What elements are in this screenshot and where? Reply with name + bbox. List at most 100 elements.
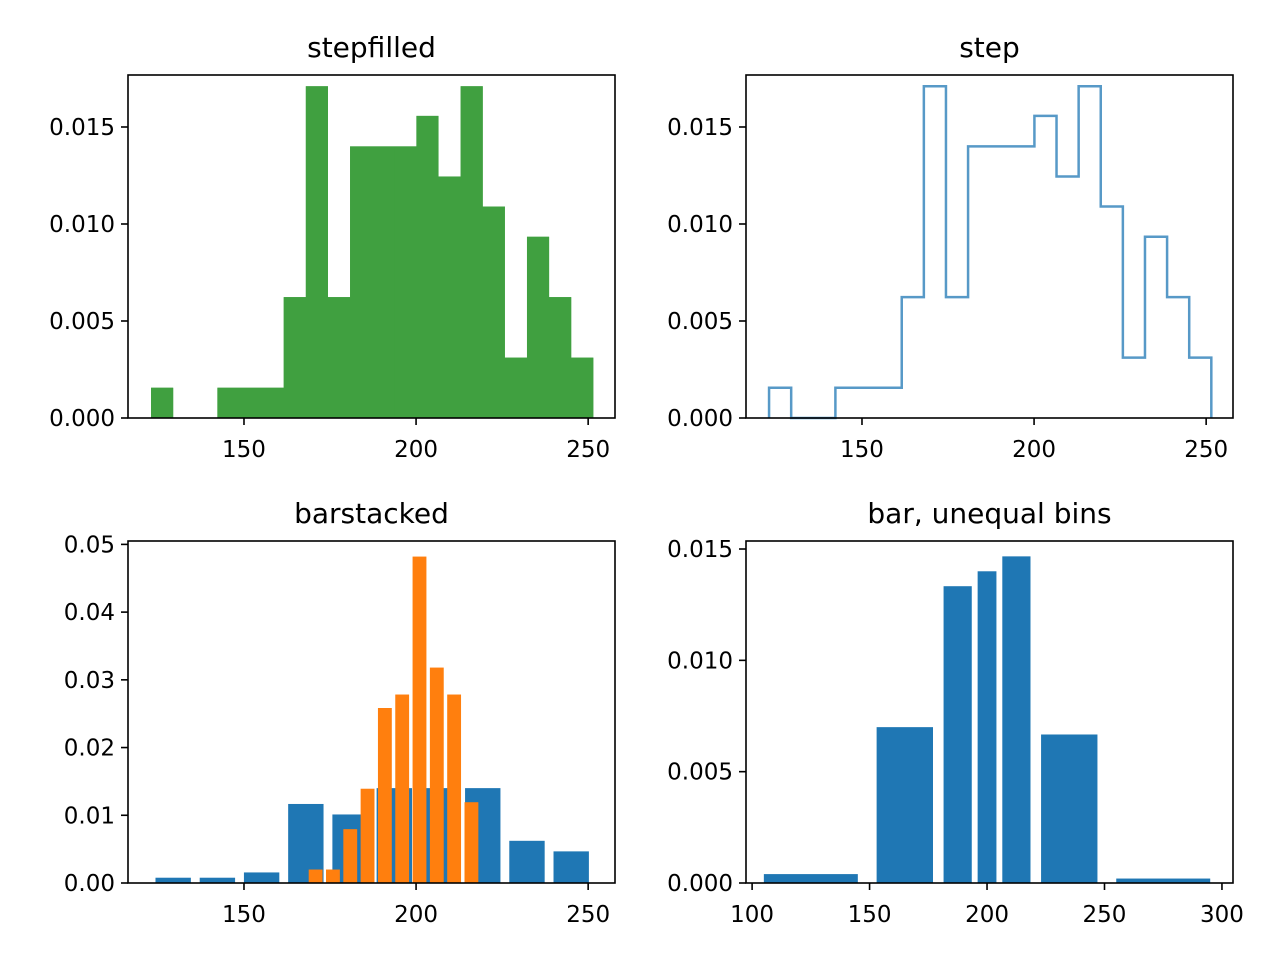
- x-tick-label: 300: [1200, 902, 1244, 928]
- histogram-bin: [1167, 297, 1189, 418]
- x-tick-label: 200: [394, 902, 438, 928]
- subplot-bar: 100 150 200 250 300 0.000 0.005 0.010 0.015 bar, …: [667, 497, 1244, 928]
- y-tick-label: 0.015: [667, 115, 733, 141]
- y-tick-label: 0.03: [64, 668, 115, 694]
- histogram-bin: [1079, 86, 1101, 418]
- histogram-bin: [1189, 358, 1211, 418]
- y-tick-label: 0.01: [64, 803, 115, 829]
- bar: [1002, 556, 1031, 883]
- bar: [876, 727, 934, 883]
- axes-frame: [127, 540, 616, 884]
- y-tick-label: 0.000: [49, 406, 115, 432]
- histogram-bin: [1101, 207, 1123, 418]
- histogram-bin: [968, 146, 990, 418]
- histogram-bin: [1057, 176, 1079, 418]
- y-tick-label: 0.005: [667, 309, 733, 335]
- y-tick-label: 0.000: [667, 406, 733, 432]
- bar-series-1: [464, 802, 479, 883]
- y-tick-label: 0.00: [64, 871, 115, 897]
- subplot-title: step: [959, 31, 1020, 64]
- histogram-bin: [990, 146, 1012, 418]
- bar-series-0: [155, 877, 191, 883]
- histogram-bin: [482, 206, 505, 418]
- bar: [977, 571, 997, 883]
- subplot-title: barstacked: [294, 497, 449, 530]
- bar-series-1: [343, 829, 358, 883]
- axes-frame: [745, 74, 1234, 419]
- x-tick-label: 250: [1083, 902, 1127, 928]
- histogram-bin: [438, 176, 461, 418]
- x-tick-label: 200: [394, 437, 438, 463]
- histogram-bin: [504, 357, 527, 418]
- bar-series-1: [360, 788, 375, 883]
- bar-series-1: [412, 556, 427, 883]
- histogram-bin: [858, 388, 880, 418]
- x-tick-label: 200: [965, 902, 1009, 928]
- x-tick-label: 250: [566, 902, 610, 928]
- y-tick-label: 0.05: [64, 532, 115, 558]
- x-tick-label: 150: [222, 437, 266, 463]
- histogram-bin: [372, 146, 395, 418]
- histogram-bin: [549, 297, 572, 418]
- y-tick-label: 0.010: [667, 212, 733, 238]
- y-tick-label: 0.015: [49, 115, 115, 141]
- subplot-title: stepfilled: [307, 31, 436, 64]
- y-tick-label: 0.010: [49, 212, 115, 238]
- x-tick-label: 200: [1012, 437, 1056, 463]
- axes-frame: [127, 74, 616, 419]
- histogram-bin: [394, 146, 417, 418]
- bar: [943, 586, 972, 883]
- histogram-bin: [571, 357, 594, 418]
- histogram-bin: [526, 236, 550, 418]
- histogram-bin: [327, 297, 351, 418]
- histogram-step-line: [767, 85, 1213, 420]
- y-tick-label: 0.005: [667, 760, 733, 786]
- bar-series-1: [377, 708, 392, 883]
- x-tick-label: 250: [1184, 437, 1228, 463]
- histogram-bin: [239, 387, 262, 418]
- histogram-bin: [283, 297, 306, 418]
- bar-series-1: [395, 694, 410, 883]
- bar-series-0: [509, 840, 545, 883]
- histogram-bin: [217, 387, 240, 418]
- x-tick-label: 100: [730, 902, 774, 928]
- histogram-bin: [1034, 116, 1056, 418]
- histogram-bin: [880, 388, 902, 418]
- x-tick-label: 150: [222, 902, 266, 928]
- bar-series-0: [243, 872, 280, 883]
- histogram-bin: [350, 146, 373, 418]
- y-tick-label: 0.005: [49, 309, 115, 335]
- bar-series-1: [429, 667, 444, 883]
- histogram-bin: [460, 86, 483, 419]
- histogram-bin: [902, 297, 924, 418]
- histogram-bin: [946, 297, 968, 418]
- y-tick-label: 0.000: [667, 871, 733, 897]
- bar-series-1: [447, 694, 462, 883]
- y-tick-label: 0.02: [64, 736, 115, 762]
- histogram-bin: [924, 86, 946, 418]
- histogram-bin: [1145, 237, 1167, 418]
- histogram-bin: [261, 387, 284, 418]
- axes-frame: [745, 540, 1234, 884]
- bar: [1116, 878, 1211, 883]
- subplot-barstacked: 150 200 250 0.00 0.01 0.02 0.03 0.04 0.05 barstac…: [64, 497, 616, 928]
- histogram-bin: [1123, 358, 1145, 418]
- subplot-step: 150 200 250 0.000 0.005 0.010 0.015 step: [667, 31, 1234, 463]
- bar-series-0: [199, 877, 236, 883]
- histogram-bin: [305, 86, 328, 419]
- bar: [763, 874, 858, 883]
- subplot-stepfilled: 150 200 250 0.000 0.005 0.010 0.015 stepfilled: [49, 31, 616, 463]
- x-tick-label: 250: [566, 437, 610, 463]
- histogram-bin: [769, 388, 791, 418]
- histogram-bin: [835, 388, 857, 418]
- bar-series-0: [553, 851, 589, 883]
- x-tick-label: 150: [848, 902, 892, 928]
- bar: [1041, 734, 1098, 883]
- x-tick-label: 150: [840, 437, 884, 463]
- bar-series-1: [326, 869, 340, 883]
- histogram-bin: [151, 387, 174, 418]
- bar-series-1: [308, 869, 323, 883]
- histogram-bin: [1012, 146, 1034, 418]
- y-tick-label: 0.015: [667, 537, 733, 563]
